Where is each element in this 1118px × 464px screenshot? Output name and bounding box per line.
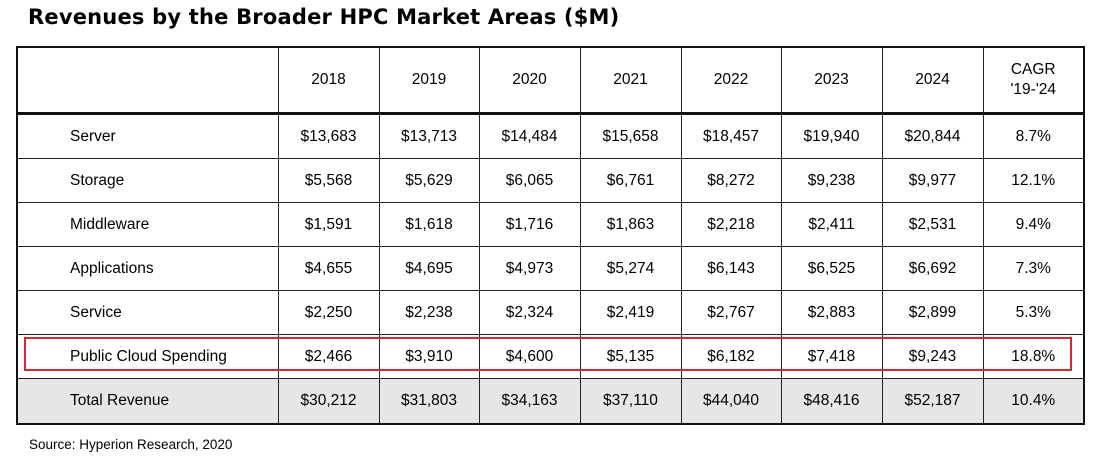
col-header-2023: 2023 <box>780 47 882 115</box>
cell-cagr: 9.4% <box>982 202 1084 247</box>
cell-2024: $52,187 <box>881 378 983 424</box>
row-label: Total Revenue <box>17 378 278 424</box>
cell-2019: $5,629 <box>378 158 479 203</box>
cell-cagr: 5.3% <box>982 290 1084 335</box>
row-label: Service <box>17 290 278 335</box>
row-label: Middleware <box>17 202 278 247</box>
cell-2023: $2,411 <box>780 202 882 247</box>
cell-2024: $20,844 <box>881 113 983 159</box>
cagr-label: CAGR <box>1010 61 1056 78</box>
cell-2024: $2,531 <box>881 202 983 247</box>
table-row: Storage $5,568 $5,629 $6,065 $6,761 $8,272 $9,… <box>17 158 1084 203</box>
cell-2022: $2,218 <box>680 202 781 247</box>
cell-2021: $6,761 <box>579 158 681 203</box>
row-label: Public Cloud Spending <box>17 334 278 379</box>
cagr-period: '19-'24 <box>1010 81 1057 98</box>
cell-cagr: 12.1% <box>982 158 1084 203</box>
cell-2023: $7,418 <box>780 334 882 379</box>
cell-2024: $2,899 <box>881 290 983 335</box>
cell-cagr: 10.4% <box>982 378 1084 424</box>
cell-2021: $5,274 <box>579 246 681 291</box>
row-label: Storage <box>17 158 278 203</box>
chart-title: Revenues by the Broader HPC Market Areas… <box>28 5 620 29</box>
cell-2020: $14,484 <box>478 113 580 159</box>
col-header-2021: 2021 <box>579 47 681 115</box>
col-header-2024: 2024 <box>881 47 983 115</box>
cell-cagr: 18.8% <box>982 334 1084 379</box>
cell-2023: $19,940 <box>780 113 882 159</box>
cell-2019: $2,238 <box>378 290 479 335</box>
cell-2023: $6,525 <box>780 246 882 291</box>
revenue-table: 2018 2019 2020 2021 2022 2023 2024 CAGR … <box>16 46 1085 425</box>
cell-2022: $18,457 <box>680 113 781 159</box>
col-header-2018: 2018 <box>277 47 379 115</box>
header-row: 2018 2019 2020 2021 2022 2023 2024 CAGR … <box>17 47 1084 115</box>
cell-2020: $1,716 <box>478 202 580 247</box>
cell-2019: $3,910 <box>378 334 479 379</box>
cell-2021: $37,110 <box>579 378 681 424</box>
cell-2018: $13,683 <box>277 113 379 159</box>
cell-2024: $6,692 <box>881 246 983 291</box>
cell-2018: $5,568 <box>277 158 379 203</box>
cell-2023: $2,883 <box>780 290 882 335</box>
cell-2022: $8,272 <box>680 158 781 203</box>
table-row: Server $13,683 $13,713 $14,484 $15,658 $18,45… <box>17 113 1084 159</box>
cell-2019: $4,695 <box>378 246 479 291</box>
cell-2018: $4,655 <box>277 246 379 291</box>
cell-2021: $15,658 <box>579 113 681 159</box>
cell-2019: $31,803 <box>378 378 479 424</box>
cell-2022: $2,767 <box>680 290 781 335</box>
col-header-2022: 2022 <box>680 47 781 115</box>
cell-2018: $30,212 <box>277 378 379 424</box>
header-corner <box>17 47 278 115</box>
cell-cagr: 7.3% <box>982 246 1084 291</box>
cell-2020: $6,065 <box>478 158 580 203</box>
table-row: Service $2,250 $2,238 $2,324 $2,419 $2,767 $2,… <box>17 290 1084 335</box>
cell-2022: $6,182 <box>680 334 781 379</box>
cell-2023: $48,416 <box>780 378 882 424</box>
cell-2020: $4,973 <box>478 246 580 291</box>
row-label: Applications <box>17 246 278 291</box>
cell-2020: $34,163 <box>478 378 580 424</box>
cell-2021: $5,135 <box>579 334 681 379</box>
cell-2024: $9,977 <box>881 158 983 203</box>
cell-2019: $13,713 <box>378 113 479 159</box>
source-note: Source: Hyperion Research, 2020 <box>29 437 233 452</box>
table-row: Middleware $1,591 $1,618 $1,716 $1,863 $2,218… <box>17 202 1084 247</box>
col-header-2020: 2020 <box>478 47 580 115</box>
total-row: Total Revenue $30,212 $31,803 $34,163 $37,11… <box>17 378 1084 424</box>
cell-cagr: 8.7% <box>982 113 1084 159</box>
row-label: Server <box>17 113 278 159</box>
cell-2021: $2,419 <box>579 290 681 335</box>
cell-2021: $1,863 <box>579 202 681 247</box>
col-header-cagr: CAGR '19-'24 <box>982 47 1084 115</box>
table-row: Public Cloud Spending $2,466 $3,910 $4,600 $… <box>17 334 1084 379</box>
cell-2018: $2,466 <box>277 334 379 379</box>
col-header-2019: 2019 <box>378 47 479 115</box>
cell-2022: $6,143 <box>680 246 781 291</box>
cell-2023: $9,238 <box>780 158 882 203</box>
table-row: Applications $4,655 $4,695 $4,973 $5,274 $6,1… <box>17 246 1084 291</box>
cell-2018: $1,591 <box>277 202 379 247</box>
cell-2020: $2,324 <box>478 290 580 335</box>
cell-2018: $2,250 <box>277 290 379 335</box>
cell-2019: $1,618 <box>378 202 479 247</box>
cell-2020: $4,600 <box>478 334 580 379</box>
cell-2024: $9,243 <box>881 334 983 379</box>
cell-2022: $44,040 <box>680 378 781 424</box>
